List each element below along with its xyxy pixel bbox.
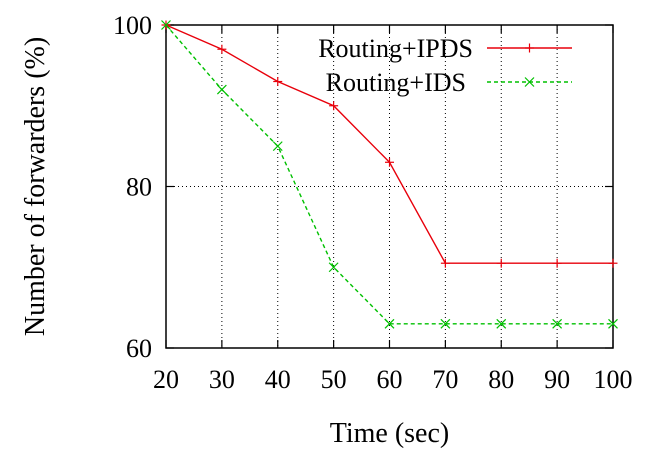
data-point-series-2-stroke — [161, 20, 171, 30]
data-point-series-1 — [385, 157, 394, 167]
x-tick-label: 30 — [209, 365, 235, 394]
legend-label: Routing+IPDS — [318, 34, 473, 63]
data-point-series-2-stroke — [608, 318, 618, 329]
y-tick-label: 100 — [113, 11, 152, 40]
series-line-2 — [165, 24, 613, 325]
x-tick-label: 70 — [432, 365, 458, 394]
data-point-series-1 — [217, 44, 227, 54]
y-tick-label: 60 — [126, 334, 152, 363]
data-point-series-2 — [216, 84, 227, 95]
legend-label: Routing+IDS — [326, 68, 466, 97]
data-point-series-2-stroke — [272, 141, 283, 152]
data-point-series-2-stroke — [440, 318, 451, 329]
data-point-series-1 — [273, 77, 283, 87]
data-point-series-1 — [552, 258, 562, 268]
x-axis-label: Time (sec) — [330, 418, 450, 449]
y-tick-label: 80 — [126, 173, 152, 202]
data-point-series-2 — [384, 318, 395, 329]
legend-marker-2 — [524, 77, 535, 87]
data-point-series-1 — [608, 258, 618, 268]
legend-marker-1 — [525, 43, 534, 53]
legend-marker-2-stroke — [524, 77, 535, 87]
data-point-series-2 — [552, 318, 563, 329]
data-point-series-1 — [440, 258, 450, 268]
data-point-series-2-stroke — [216, 84, 227, 95]
legend: Routing+IPDS Routing+IDS — [318, 34, 572, 97]
data-point-series-1 — [329, 101, 339, 111]
x-tick-label: 80 — [488, 365, 514, 394]
data-point-series-2 — [608, 318, 618, 329]
data-point-series-2 — [440, 318, 451, 329]
x-tick-label: 100 — [594, 365, 633, 394]
x-tick-label: 90 — [544, 365, 570, 394]
data-point-series-2-stroke — [384, 318, 395, 329]
data-point-series-2 — [496, 318, 507, 329]
x-tick-label: 60 — [377, 365, 403, 394]
x-tick-label: 50 — [321, 365, 347, 394]
grid-lines — [166, 25, 613, 348]
data-point-series-2-stroke — [552, 318, 563, 329]
data-point-series-2 — [328, 262, 339, 273]
x-tick-label: 40 — [265, 365, 291, 394]
data-point-series-2 — [161, 20, 171, 30]
data-point-series-2-stroke — [328, 262, 339, 273]
y-axis-label: Number of forwarders (%) — [20, 37, 51, 336]
series-group — [161, 20, 618, 329]
x-tick-label: 20 — [153, 365, 179, 394]
data-point-series-2-stroke — [496, 318, 507, 329]
data-point-series-2 — [272, 141, 283, 152]
axis-ticks: 20 30 40 50 60 70 80 90 100 60 80 100 — [113, 11, 633, 394]
data-point-series-1 — [496, 258, 506, 268]
